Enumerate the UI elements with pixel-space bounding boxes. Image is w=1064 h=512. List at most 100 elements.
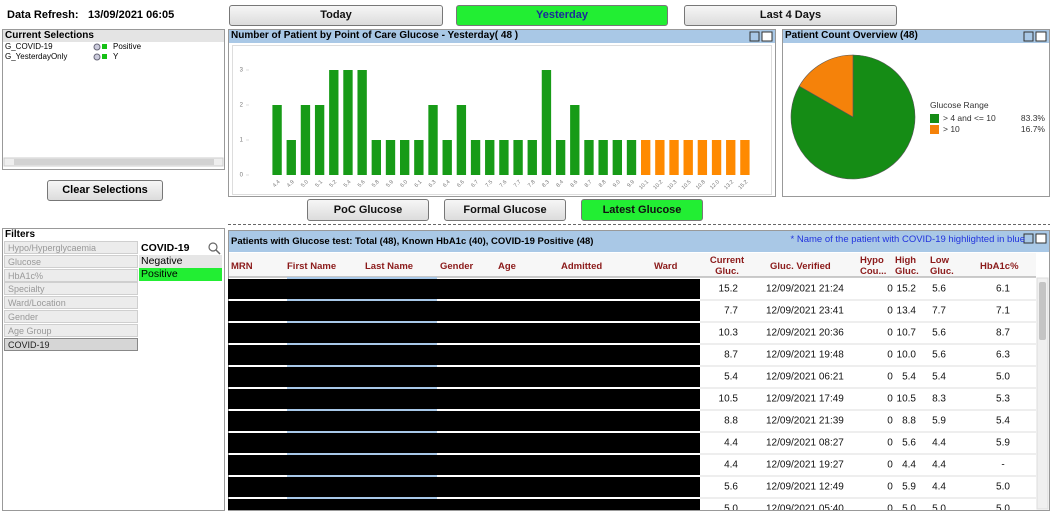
bar bbox=[399, 140, 410, 175]
column-header: Age bbox=[498, 260, 516, 272]
redacted-cell bbox=[228, 279, 700, 299]
legend-value: 16.7% bbox=[1020, 124, 1045, 134]
date-button[interactable]: Last 4 Days bbox=[684, 5, 897, 26]
legend-label: > 4 and <= 10 bbox=[943, 113, 996, 123]
x-tick-label: 10.8 bbox=[695, 179, 707, 191]
x-tick-label: 6.0 bbox=[399, 179, 409, 189]
listbox-item[interactable]: Negative bbox=[139, 255, 222, 268]
bar bbox=[442, 140, 452, 175]
column-header: Gluc. Verified bbox=[770, 260, 831, 272]
x-tick-label: 6.1 bbox=[414, 179, 424, 189]
x-tick-label: 5.0 bbox=[300, 179, 310, 189]
bar bbox=[414, 140, 424, 175]
filter-item[interactable]: Age Group bbox=[4, 323, 138, 337]
x-tick-label: 10.2 bbox=[652, 179, 664, 191]
clear-button[interactable]: Clear Selections bbox=[47, 180, 163, 201]
table-cell: 8.8 bbox=[724, 416, 738, 427]
table-cell: 0 bbox=[887, 394, 893, 405]
table-cell: 5.0 bbox=[996, 372, 1010, 383]
filter-item[interactable]: Hypo/Hyperglycaemia bbox=[4, 241, 138, 254]
date-button[interactable]: Today bbox=[229, 5, 443, 26]
chart-title: Number of Patient by Point of Care Gluco… bbox=[231, 30, 519, 41]
table-cell: 5.6 bbox=[932, 284, 946, 295]
redacted-cell bbox=[228, 367, 700, 387]
table-cell: - bbox=[1001, 460, 1004, 471]
table-cell: 5.6 bbox=[902, 438, 916, 449]
x-tick-label: 4.4 bbox=[272, 179, 282, 189]
bar bbox=[470, 140, 481, 175]
scroll-thumb[interactable] bbox=[1039, 282, 1046, 340]
redacted-cell bbox=[228, 499, 700, 510]
x-tick-label: 8.8 bbox=[598, 179, 608, 189]
glucose-tab[interactable]: Formal Glucose bbox=[444, 199, 566, 221]
column-header: Last Name bbox=[365, 260, 414, 272]
filter-item[interactable]: HbA1c% bbox=[4, 268, 138, 282]
selection-marker bbox=[102, 54, 107, 59]
legend-title: Glucose Range bbox=[930, 100, 989, 110]
x-tick-label: 15.2 bbox=[738, 179, 750, 191]
panel-icon bbox=[1035, 31, 1047, 42]
filter-item[interactable]: Specialty bbox=[4, 282, 138, 296]
redacted-cell bbox=[228, 301, 700, 321]
table-cell: 5.3 bbox=[996, 394, 1010, 405]
x-tick-label: 5.8 bbox=[371, 179, 381, 189]
x-tick-label: 4.9 bbox=[286, 179, 296, 189]
legend-label: > 10 bbox=[943, 124, 960, 134]
table-cell: 12/09/2021 05:40 bbox=[766, 504, 844, 512]
table-cell: 12/09/2021 12:49 bbox=[766, 482, 844, 493]
x-tick-label: 13.2 bbox=[723, 179, 735, 191]
redacted-cell bbox=[228, 477, 700, 497]
filter-item[interactable]: Gender bbox=[4, 310, 138, 323]
listbox-item[interactable]: Positive bbox=[139, 268, 222, 281]
table-cell: 0 bbox=[887, 284, 893, 295]
x-tick-label: 12.0 bbox=[709, 179, 721, 191]
panel-icon bbox=[1023, 31, 1034, 42]
legend-value: 83.3% bbox=[1020, 113, 1045, 123]
bar bbox=[329, 70, 339, 175]
table-cell: 8.8 bbox=[902, 416, 916, 427]
bar bbox=[740, 140, 750, 175]
filter-item[interactable]: Ward/Location bbox=[4, 296, 138, 310]
table-cell: 5.6 bbox=[724, 482, 738, 493]
chart-title: Patient Count Overview (48) bbox=[785, 30, 918, 41]
date-button[interactable]: Yesterday bbox=[456, 5, 668, 26]
bar bbox=[697, 140, 708, 175]
filter-item[interactable]: COVID-19 bbox=[4, 337, 138, 351]
x-tick-label: 7.6 bbox=[499, 179, 509, 189]
filter-item[interactable]: Glucose bbox=[4, 254, 138, 268]
table-cell: 0 bbox=[887, 482, 893, 493]
listbox-title: COVID-19 bbox=[141, 242, 190, 254]
table-cell: 5.0 bbox=[902, 504, 916, 512]
bar bbox=[343, 70, 353, 175]
scrollbar bbox=[1036, 277, 1049, 510]
selection-value: Positive bbox=[113, 42, 142, 51]
column-header: Ward bbox=[654, 260, 678, 272]
redacted-cell bbox=[228, 411, 700, 431]
table-cell: 0 bbox=[887, 504, 893, 512]
table-cell: 10.5 bbox=[897, 394, 917, 405]
bar bbox=[555, 140, 566, 175]
x-tick-label: 10.1 bbox=[638, 179, 650, 191]
x-tick-label: 8.3 bbox=[541, 179, 551, 189]
table-cell: 5.0 bbox=[724, 504, 738, 512]
pie-slice bbox=[798, 54, 854, 118]
table-cell: 0 bbox=[887, 416, 893, 427]
column-header: Current Gluc. bbox=[709, 255, 745, 277]
table-cell: 5.0 bbox=[932, 504, 946, 512]
panel-frame bbox=[2, 29, 225, 170]
bar bbox=[286, 140, 296, 175]
glucose-tab[interactable]: PoC Glucose bbox=[307, 199, 429, 221]
table-cell: 5.0 bbox=[996, 504, 1010, 512]
table-cell: 10.5 bbox=[719, 394, 739, 405]
y-tick-label: 2 bbox=[240, 103, 244, 109]
bar bbox=[584, 140, 594, 175]
table-cell: 15.2 bbox=[719, 284, 739, 295]
x-tick-label: 5.2 bbox=[329, 179, 339, 189]
scroll-thumb[interactable] bbox=[14, 159, 214, 165]
redacted-cell bbox=[228, 345, 700, 365]
redacted-cell bbox=[228, 455, 700, 475]
glucose-tab[interactable]: Latest Glucose bbox=[581, 199, 703, 221]
selection-value: Y bbox=[113, 52, 119, 61]
table-cell: 7.7 bbox=[724, 306, 738, 317]
